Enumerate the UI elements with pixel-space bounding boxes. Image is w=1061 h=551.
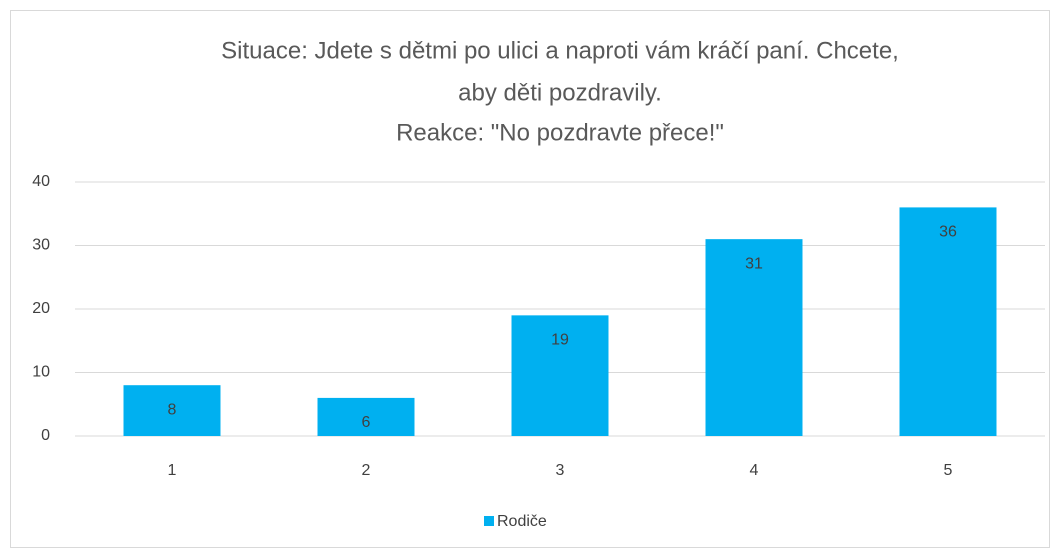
chart-border: [10, 10, 1050, 548]
x-tick-label: 5: [944, 462, 953, 479]
legend-swatch: [484, 516, 494, 526]
data-label: 19: [551, 332, 569, 349]
bar: [511, 315, 609, 436]
bar: [705, 239, 803, 436]
chart-title-line: aby děti pozdravily.: [458, 79, 662, 106]
x-tick-label: 3: [556, 462, 565, 479]
chart-title-line: Reakce: "No pozdravte přece!": [396, 119, 724, 146]
data-label: 6: [362, 414, 371, 431]
x-tick-label: 1: [168, 462, 177, 479]
y-tick-label: 0: [41, 427, 50, 444]
bar: [317, 397, 415, 436]
x-tick-label: 2: [362, 462, 371, 479]
data-label: 31: [745, 255, 763, 272]
x-tick-label: 4: [750, 462, 759, 479]
bar: [899, 207, 997, 436]
y-tick-label: 20: [32, 300, 50, 317]
y-tick-label: 40: [32, 173, 50, 190]
data-label: 8: [168, 401, 177, 418]
data-label: 36: [939, 224, 957, 241]
chart-title-line: Situace: Jdete s dětmi po ulici a naprot…: [221, 37, 899, 64]
legend-label: Rodiče: [497, 513, 547, 530]
bar: [123, 385, 221, 436]
y-tick-label: 10: [32, 364, 50, 381]
y-tick-label: 30: [32, 237, 50, 254]
